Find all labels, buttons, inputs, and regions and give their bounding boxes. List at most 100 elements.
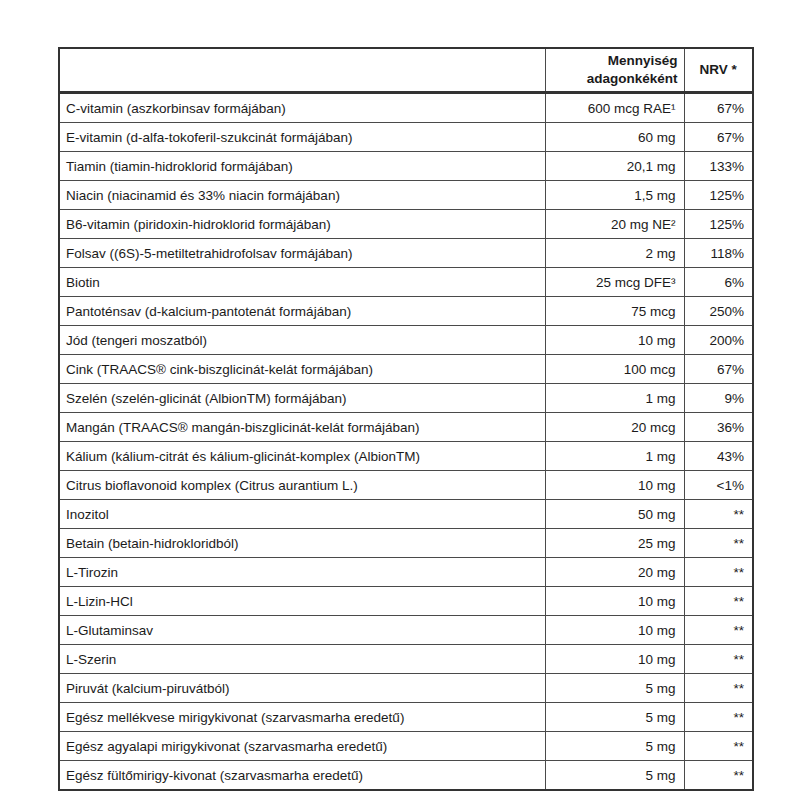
nutrient-name-cell: Cink (TRAACS® cink-biszglicinát-kelát fo… [59,355,545,384]
nutrient-name-cell: L-Szerin [59,645,545,674]
table-row: L-Lizin-HCl 10 mg ** [59,587,753,616]
amount-cell: 100 mcg [545,355,684,384]
nutrient-name-cell: C-vitamin (aszkorbinsav formájában) [59,93,545,123]
amount-cell: 20 mg NE² [545,210,684,239]
table-row: Mangán (TRAACS® mangán-biszglicinát-kelá… [59,413,753,442]
table-row: Egész agyalapi mirigykivonat (szarvasmar… [59,732,753,761]
amount-cell: 25 mg [545,529,684,558]
nrv-cell: 133% [684,152,753,181]
table-row: Cink (TRAACS® cink-biszglicinát-kelát fo… [59,355,753,384]
amount-cell: 1 mg [545,442,684,471]
table-row: E-vitamin (d-alfa-tokoferil-szukcinát fo… [59,123,753,152]
nrv-cell: 125% [684,210,753,239]
table-row: Inozitol 50 mg ** [59,500,753,529]
table-row: Niacin (niacinamid és 33% niacin formájá… [59,181,753,210]
nutrient-name-cell: L-Lizin-HCl [59,587,545,616]
nrv-cell: ** [684,761,753,791]
nrv-cell: ** [684,703,753,732]
nutrient-name-cell: Piruvát (kalcium-piruvátból) [59,674,545,703]
nrv-cell: ** [684,558,753,587]
table-header: Mennyiség adagonkéként NRV * [59,48,753,93]
nutrient-name-cell: Betain (betain-hidrokloridból) [59,529,545,558]
amount-cell: 1,5 mg [545,181,684,210]
table-row: Egész fültőmirigy-kivonat (szarvasmarha … [59,761,753,791]
header-name-cell [59,48,545,93]
table-row: Tiamin (tiamin-hidroklorid formájában) 2… [59,152,753,181]
amount-cell: 75 mcg [545,297,684,326]
table-row: C-vitamin (aszkorbinsav formájában) 600 … [59,93,753,123]
nrv-cell: 125% [684,181,753,210]
nutrient-name-cell: Folsav ((6S)-5-metiltetrahidrofolsav for… [59,239,545,268]
table-row: Jód (tengeri moszatból) 10 mg 200% [59,326,753,355]
supplement-facts-table: Mennyiség adagonkéként NRV * C-vitamin (… [58,47,754,791]
table-row: L-Tirozin 20 mg ** [59,558,753,587]
nrv-cell: 9% [684,384,753,413]
amount-cell: 5 mg [545,761,684,791]
amount-cell: 10 mg [545,326,684,355]
amount-cell: 5 mg [545,703,684,732]
amount-cell: 10 mg [545,471,684,500]
table-row: Egész mellékvese mirigykivonat (szarvasm… [59,703,753,732]
nrv-cell: <1% [684,471,753,500]
amount-cell: 5 mg [545,674,684,703]
nrv-cell: 6% [684,268,753,297]
amount-cell: 1 mg [545,384,684,413]
header-amount-cell: Mennyiség adagonkéként [545,48,684,93]
nrv-cell: ** [684,587,753,616]
table-row: L-Szerin 10 mg ** [59,645,753,674]
nutrient-name-cell: Pantoténsav (d-kalcium-pantotenát formáj… [59,297,545,326]
nrv-cell: 250% [684,297,753,326]
table-row: Szelén (szelén-glicinát (AlbionTM) formá… [59,384,753,413]
nutrient-name-cell: Jód (tengeri moszatból) [59,326,545,355]
nrv-cell: 67% [684,123,753,152]
nrv-cell: ** [684,616,753,645]
table-row: Piruvát (kalcium-piruvátból) 5 mg ** [59,674,753,703]
table-body: C-vitamin (aszkorbinsav formájában) 600 … [59,93,753,791]
nutrient-name-cell: L-Glutaminsav [59,616,545,645]
nutrient-name-cell: Tiamin (tiamin-hidroklorid formájában) [59,152,545,181]
nrv-cell: 43% [684,442,753,471]
nutrient-name-cell: L-Tirozin [59,558,545,587]
nutrient-name-cell: Niacin (niacinamid és 33% niacin formájá… [59,181,545,210]
table-row: Biotin 25 mcg DFE³ 6% [59,268,753,297]
nrv-cell: 67% [684,93,753,123]
nutrient-name-cell: Szelén (szelén-glicinát (AlbionTM) formá… [59,384,545,413]
table-row: Folsav ((6S)-5-metiltetrahidrofolsav for… [59,239,753,268]
table-row: B6-vitamin (piridoxin-hidroklorid formáj… [59,210,753,239]
amount-cell: 25 mcg DFE³ [545,268,684,297]
amount-cell: 10 mg [545,645,684,674]
page: Mennyiség adagonkéként NRV * C-vitamin (… [0,0,800,800]
header-nrv-cell: NRV * [684,48,753,93]
nrv-cell: ** [684,529,753,558]
amount-cell: 20 mg [545,558,684,587]
nutrient-name-cell: Egész agyalapi mirigykivonat (szarvasmar… [59,732,545,761]
table-row: Pantoténsav (d-kalcium-pantotenát formáj… [59,297,753,326]
amount-cell: 600 mcg RAE¹ [545,93,684,123]
nutrient-name-cell: Mangán (TRAACS® mangán-biszglicinát-kelá… [59,413,545,442]
amount-cell: 20 mcg [545,413,684,442]
nrv-cell: 118% [684,239,753,268]
nrv-cell: ** [684,645,753,674]
nutrient-name-cell: Kálium (kálium-citrát és kálium-glicinát… [59,442,545,471]
nutrient-name-cell: Egész fültőmirigy-kivonat (szarvasmarha … [59,761,545,791]
nrv-cell: 67% [684,355,753,384]
table-row: Kálium (kálium-citrát és kálium-glicinát… [59,442,753,471]
table-row: Citrus bioflavonoid komplex (Citrus aura… [59,471,753,500]
amount-cell: 60 mg [545,123,684,152]
nrv-cell: ** [684,732,753,761]
nutrient-name-cell: Inozitol [59,500,545,529]
nutrient-name-cell: Biotin [59,268,545,297]
amount-cell: 10 mg [545,587,684,616]
nrv-cell: ** [684,674,753,703]
header-row: Mennyiség adagonkéként NRV * [59,48,753,93]
nrv-cell: ** [684,500,753,529]
nutrient-name-cell: B6-vitamin (piridoxin-hidroklorid formáj… [59,210,545,239]
amount-cell: 2 mg [545,239,684,268]
nutrient-name-cell: Citrus bioflavonoid komplex (Citrus aura… [59,471,545,500]
table-row: L-Glutaminsav 10 mg ** [59,616,753,645]
amount-cell: 5 mg [545,732,684,761]
nutrient-name-cell: Egész mellékvese mirigykivonat (szarvasm… [59,703,545,732]
amount-cell: 20,1 mg [545,152,684,181]
nutrient-name-cell: E-vitamin (d-alfa-tokoferil-szukcinát fo… [59,123,545,152]
table-row: Betain (betain-hidrokloridból) 25 mg ** [59,529,753,558]
